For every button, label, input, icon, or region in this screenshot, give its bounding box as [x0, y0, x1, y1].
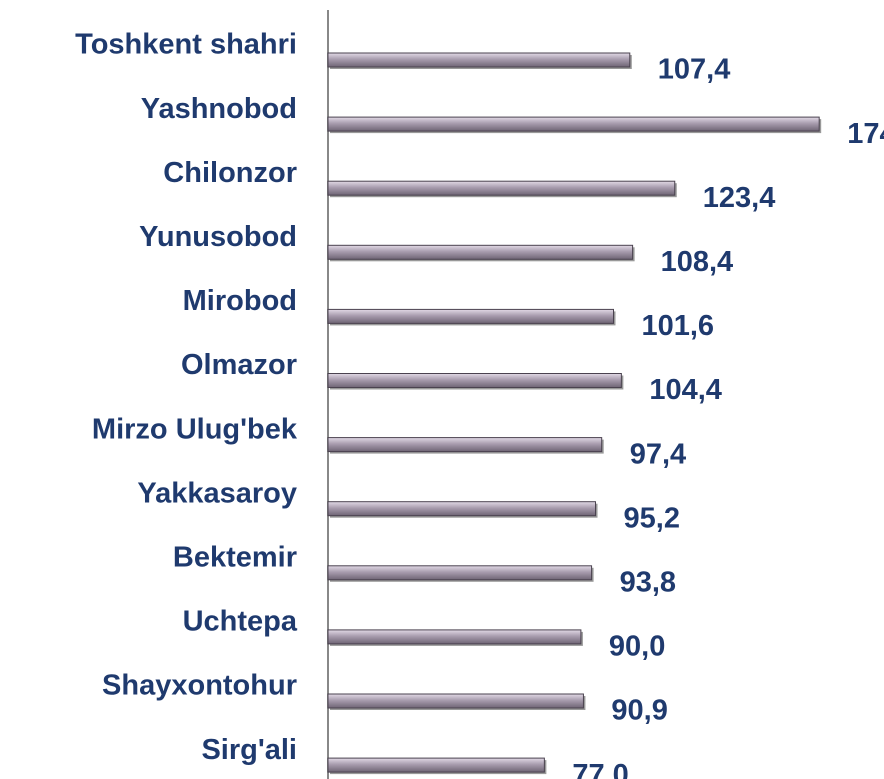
bar: [327, 565, 593, 581]
value-label: 107,4: [658, 54, 731, 86]
value-label: 97,4: [630, 438, 686, 470]
bar: [327, 52, 631, 68]
category-label: Sirg'ali: [201, 734, 297, 766]
category-label: Yakkasaroy: [137, 477, 297, 509]
value-label: 174,8: [847, 118, 884, 150]
bar: [327, 244, 634, 260]
bar: [327, 180, 676, 196]
category-label: Shayxontohur: [102, 670, 297, 702]
value-label: 95,2: [624, 502, 680, 534]
bar: [327, 116, 820, 132]
category-label: Mirobod: [183, 285, 297, 317]
value-label: 90,0: [609, 631, 665, 663]
bar: [327, 757, 545, 773]
bar: [327, 437, 603, 453]
value-label: 93,8: [620, 566, 676, 598]
category-label: Yunusobod: [139, 221, 297, 253]
category-label: Olmazor: [181, 349, 297, 381]
value-label: 101,6: [641, 310, 714, 342]
bar: [327, 373, 622, 388]
category-label: Yashnobod: [141, 93, 297, 125]
value-label: 77,0: [572, 759, 628, 779]
bar: [327, 501, 597, 517]
value-label: 90,9: [611, 695, 667, 727]
bar: [327, 629, 582, 645]
category-label: Bektemir: [173, 541, 297, 573]
value-label: 108,4: [661, 246, 734, 278]
category-label: Mirzo Ulug'bek: [92, 413, 298, 445]
value-label: 104,4: [649, 374, 722, 406]
value-label: 123,4: [703, 182, 776, 214]
category-label: Chilonzor: [163, 157, 297, 189]
bar: [327, 693, 584, 709]
category-label: Toshkent shahri: [75, 29, 297, 61]
category-label: Uchtepa: [183, 606, 298, 638]
bar: [327, 308, 614, 324]
